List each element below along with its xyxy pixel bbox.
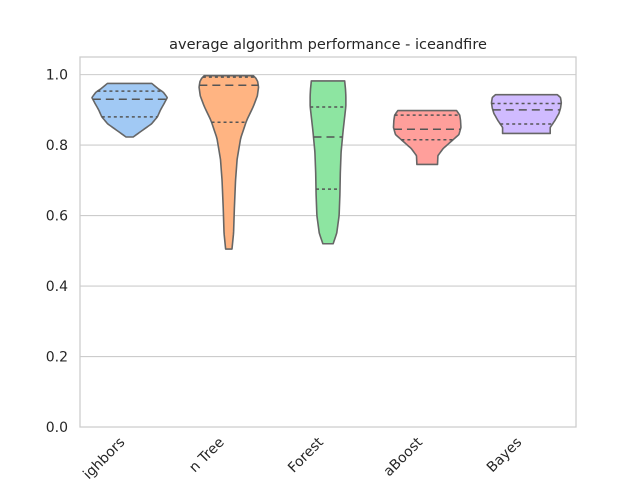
- x-tick-labels: ighbors n Tree Forest aBoost Bayes: [80, 434, 525, 480]
- plot-frame: [79, 56, 577, 428]
- violins: [91, 74, 563, 250]
- y-tick-label: 0.6: [46, 209, 68, 225]
- violin-body: [198, 74, 260, 250]
- y-tick-label: 1.0: [46, 68, 68, 84]
- y-tick-label: 0.8: [46, 138, 68, 154]
- y-tick-label: 0.0: [46, 420, 68, 436]
- y-tick-label: 0.4: [46, 279, 68, 295]
- violin-1: [91, 82, 168, 138]
- violin-3: [309, 80, 347, 245]
- violin-5: [490, 93, 563, 135]
- y-tick-labels: 0.0 0.2 0.4 0.6 0.8 1.0: [46, 68, 68, 436]
- violin-body: [91, 82, 168, 138]
- violin-4: [392, 109, 462, 166]
- violin-2: [198, 74, 260, 250]
- chart-title: average algorithm performance - iceandfi…: [169, 37, 487, 53]
- x-tick-label: ighbors: [80, 435, 128, 480]
- x-tick-label: n Tree: [186, 435, 227, 476]
- violin-body: [309, 80, 347, 245]
- y-tick-label: 0.2: [46, 350, 68, 366]
- x-tick-label: aBoost: [381, 434, 427, 480]
- x-tick-label: Bayes: [484, 435, 525, 476]
- violin-body: [490, 93, 563, 135]
- violin-body: [392, 109, 462, 166]
- x-tick-label: Forest: [285, 434, 327, 476]
